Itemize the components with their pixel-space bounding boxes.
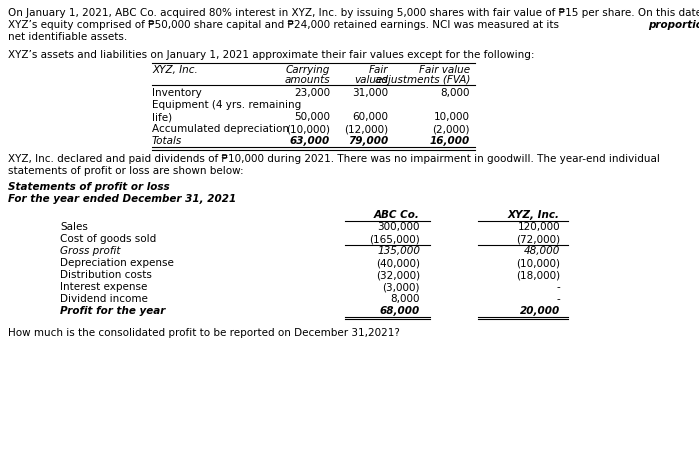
Text: (32,000): (32,000) bbox=[376, 270, 420, 280]
Text: Accumulated depreciation: Accumulated depreciation bbox=[152, 124, 289, 134]
Text: amounts: amounts bbox=[284, 75, 330, 85]
Text: For the year ended December 31, 2021: For the year ended December 31, 2021 bbox=[8, 194, 236, 204]
Text: statements of profit or loss are shown below:: statements of profit or loss are shown b… bbox=[8, 166, 244, 176]
Text: -: - bbox=[556, 282, 560, 292]
Text: Interest expense: Interest expense bbox=[60, 282, 147, 292]
Text: (10,000): (10,000) bbox=[516, 258, 560, 268]
Text: 8,000: 8,000 bbox=[391, 294, 420, 304]
Text: Depreciation expense: Depreciation expense bbox=[60, 258, 174, 268]
Text: (165,000): (165,000) bbox=[369, 234, 420, 244]
Text: 48,000: 48,000 bbox=[524, 246, 560, 256]
Text: Sales: Sales bbox=[60, 222, 88, 232]
Text: On January 1, 2021, ABC Co. acquired 80% interest in XYZ, Inc. by issuing 5,000 : On January 1, 2021, ABC Co. acquired 80%… bbox=[8, 8, 699, 18]
Text: Gross profit: Gross profit bbox=[60, 246, 120, 256]
Text: 23,000: 23,000 bbox=[294, 88, 330, 98]
Text: -: - bbox=[556, 294, 560, 304]
Text: adjustments (FVA): adjustments (FVA) bbox=[375, 75, 470, 85]
Text: XYZ, Inc. declared and paid dividends of ₱10,000 during 2021. There was no impai: XYZ, Inc. declared and paid dividends of… bbox=[8, 154, 660, 164]
Text: 10,000: 10,000 bbox=[434, 112, 470, 122]
Text: values: values bbox=[354, 75, 388, 85]
Text: Cost of goods sold: Cost of goods sold bbox=[60, 234, 157, 244]
Text: 120,000: 120,000 bbox=[517, 222, 560, 232]
Text: (3,000): (3,000) bbox=[382, 282, 420, 292]
Text: Equipment (4 yrs. remaining: Equipment (4 yrs. remaining bbox=[152, 100, 301, 110]
Text: Dividend income: Dividend income bbox=[60, 294, 148, 304]
Text: How much is the consolidated profit to be reported on December 31,2021?: How much is the consolidated profit to b… bbox=[8, 328, 400, 338]
Text: 50,000: 50,000 bbox=[294, 112, 330, 122]
Text: XYZ, Inc.: XYZ, Inc. bbox=[152, 65, 198, 75]
Text: 16,000: 16,000 bbox=[430, 136, 470, 146]
Text: (12,000): (12,000) bbox=[344, 124, 388, 134]
Text: life): life) bbox=[152, 112, 172, 122]
Text: 63,000: 63,000 bbox=[290, 136, 330, 146]
Text: (10,000): (10,000) bbox=[286, 124, 330, 134]
Text: ABC Co.: ABC Co. bbox=[374, 210, 420, 220]
Text: 60,000: 60,000 bbox=[352, 112, 388, 122]
Text: 68,000: 68,000 bbox=[380, 306, 420, 316]
Text: Statements of profit or loss: Statements of profit or loss bbox=[8, 182, 170, 192]
Text: 300,000: 300,000 bbox=[377, 222, 420, 232]
Text: net identifiable assets.: net identifiable assets. bbox=[8, 32, 127, 42]
Text: XYZ, Inc.: XYZ, Inc. bbox=[508, 210, 560, 220]
Text: (18,000): (18,000) bbox=[516, 270, 560, 280]
Text: (40,000): (40,000) bbox=[376, 258, 420, 268]
Text: Totals: Totals bbox=[152, 136, 182, 146]
Text: (2,000): (2,000) bbox=[433, 124, 470, 134]
Text: 20,000: 20,000 bbox=[520, 306, 560, 316]
Text: Profit for the year: Profit for the year bbox=[60, 306, 166, 316]
Text: (72,000): (72,000) bbox=[516, 234, 560, 244]
Text: XYZ’s equity comprised of ₱50,000 share capital and ₱24,000 retained earnings. N: XYZ’s equity comprised of ₱50,000 share … bbox=[8, 20, 562, 30]
Text: Fair: Fair bbox=[368, 65, 388, 75]
Text: Inventory: Inventory bbox=[152, 88, 202, 98]
Text: Distribution costs: Distribution costs bbox=[60, 270, 152, 280]
Text: 79,000: 79,000 bbox=[347, 136, 388, 146]
Text: 31,000: 31,000 bbox=[352, 88, 388, 98]
Text: Fair value: Fair value bbox=[419, 65, 470, 75]
Text: proportionate share: proportionate share bbox=[648, 20, 699, 30]
Text: Carrying: Carrying bbox=[286, 65, 330, 75]
Text: XYZ’s assets and liabilities on January 1, 2021 approximate their fair values ex: XYZ’s assets and liabilities on January … bbox=[8, 50, 535, 60]
Text: 135,000: 135,000 bbox=[377, 246, 420, 256]
Text: 8,000: 8,000 bbox=[440, 88, 470, 98]
